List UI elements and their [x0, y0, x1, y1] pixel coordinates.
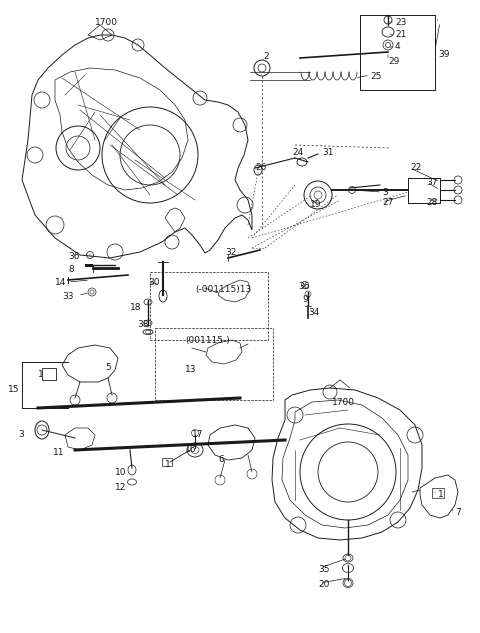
Text: 33: 33 [62, 292, 73, 301]
Text: 2: 2 [263, 52, 269, 61]
Text: 32: 32 [225, 248, 236, 257]
Bar [432, 488, 444, 498]
Text: 14: 14 [55, 278, 66, 287]
Text: 1: 1 [438, 490, 444, 499]
Text: 1700: 1700 [95, 18, 118, 27]
FancyArrow shape [85, 261, 93, 270]
Bar [360, 15, 435, 90]
Text: 1700: 1700 [332, 398, 355, 407]
Text: 35: 35 [318, 565, 329, 574]
Text: (-001115)13: (-001115)13 [195, 285, 251, 294]
Text: 10: 10 [115, 468, 127, 477]
Text: 36: 36 [68, 252, 80, 261]
Text: 12: 12 [115, 483, 126, 492]
Text: 11: 11 [53, 448, 64, 457]
Text: 18: 18 [130, 303, 142, 312]
Text: 13: 13 [185, 365, 196, 374]
Text: 3: 3 [18, 430, 24, 439]
Text: 9: 9 [302, 295, 308, 304]
Bar [42, 368, 56, 380]
Bar [408, 178, 440, 203]
Text: 22: 22 [410, 163, 421, 172]
Text: 4: 4 [395, 42, 401, 51]
Bar [162, 458, 172, 466]
Text: 20: 20 [318, 580, 329, 589]
Text: 34: 34 [308, 308, 319, 317]
Text: 26: 26 [255, 163, 266, 172]
Bar [155, 328, 273, 400]
Text: (001115-): (001115-) [185, 336, 230, 345]
Text: 8: 8 [68, 265, 74, 274]
Text: 1: 1 [38, 370, 44, 379]
Text: 15: 15 [8, 385, 20, 394]
Text: 3: 3 [382, 188, 388, 197]
Text: 7: 7 [455, 508, 461, 517]
Text: 38: 38 [137, 320, 148, 329]
Text: 27: 27 [382, 198, 394, 207]
Text: 36: 36 [298, 282, 310, 291]
Text: 16: 16 [185, 445, 196, 454]
Text: 30: 30 [148, 278, 159, 287]
Text: 29: 29 [388, 57, 399, 66]
Text: 1: 1 [165, 460, 171, 469]
Text: 31: 31 [322, 148, 334, 157]
Text: 37: 37 [426, 178, 437, 187]
Text: 23: 23 [395, 18, 407, 27]
Text: 24: 24 [292, 148, 303, 157]
Text: 39: 39 [438, 50, 449, 59]
Text: 28: 28 [426, 198, 437, 207]
Text: 21: 21 [395, 30, 407, 39]
Bar [150, 272, 268, 340]
Text: 17: 17 [192, 430, 204, 439]
Text: 5: 5 [105, 363, 111, 372]
Text: 25: 25 [370, 72, 382, 81]
Text: 19: 19 [310, 200, 322, 209]
Text: 6: 6 [218, 455, 224, 464]
